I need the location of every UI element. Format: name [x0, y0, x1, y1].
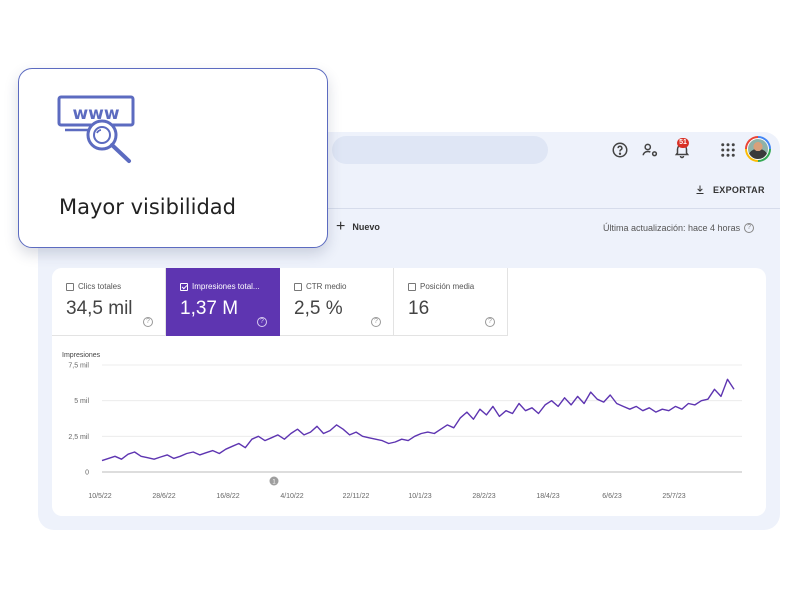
y-axis-label: Impresiones: [62, 352, 101, 359]
export-button[interactable]: EXPORTAR: [694, 182, 765, 198]
checkbox-checked-icon: [180, 282, 188, 291]
search-input[interactable]: [332, 136, 548, 164]
avatar[interactable]: [745, 136, 771, 162]
impressions-series-line: [101, 378, 735, 462]
x-tick-label: 25/7/23: [662, 493, 685, 500]
metric-label: Impresiones total...: [192, 282, 260, 291]
annotation-label: 1: [272, 480, 276, 486]
y-tick-label: 7,5 mil: [68, 363, 89, 370]
feature-card-title: Mayor visibilidad: [59, 195, 236, 219]
x-tick-label: 28/2/23: [472, 493, 495, 500]
manage-accounts-icon[interactable]: [641, 141, 659, 159]
checkbox-icon: [66, 282, 74, 291]
apps-icon[interactable]: [719, 141, 737, 159]
export-label: EXPORTAR: [713, 185, 765, 195]
y-tick-label: 5 mil: [74, 398, 89, 405]
last-update-text: Última actualización: hace 4 horas: [603, 223, 741, 233]
metric-position[interactable]: Posición media 16 ?: [394, 268, 508, 336]
x-tick-label: 18/4/23: [536, 493, 559, 500]
metric-value: 2,5 %: [294, 298, 343, 319]
metric-label-row: Clics totales: [66, 282, 121, 291]
search-console-dashboard: 51 EXPORTAR + Nuevo Última actualización…: [38, 132, 780, 530]
toolbar-divider: [328, 208, 780, 209]
x-tick-label: 22/11/22: [343, 493, 370, 500]
metric-impressions[interactable]: Impresiones total... 1,37 M ?: [166, 268, 280, 336]
feature-card: www Mayor visibilidad: [18, 68, 328, 248]
help-icon[interactable]: ?: [371, 317, 381, 327]
help-icon[interactable]: ?: [744, 223, 755, 233]
metric-label: Clics totales: [78, 282, 122, 291]
metric-ctr[interactable]: CTR medio 2,5 % ?: [280, 268, 394, 336]
notifications-badge: 51: [677, 138, 689, 148]
metric-label-row: Posición media: [408, 282, 474, 291]
metric-label: CTR medio: [306, 282, 347, 291]
svg-text:www: www: [72, 104, 119, 124]
y-tick-label: 0: [85, 470, 89, 477]
metric-label-row: CTR medio: [294, 282, 346, 291]
www-search-icon: www: [57, 95, 135, 163]
download-icon: [696, 185, 704, 194]
x-tick-label: 6/6/23: [602, 493, 622, 500]
x-tick-label: 10/5/22: [88, 493, 111, 500]
help-icon[interactable]: [611, 141, 629, 159]
x-tick-label: 16/8/22: [216, 493, 239, 500]
new-button[interactable]: + Nuevo: [336, 218, 380, 235]
checkbox-icon: [294, 282, 302, 291]
x-tick-label: 10/1/23: [408, 493, 431, 500]
help-icon[interactable]: ?: [485, 317, 495, 327]
x-tick-label: 28/6/22: [152, 493, 175, 500]
avatar-photo: [747, 138, 769, 160]
metric-value: 16: [408, 298, 430, 319]
impressions-chart: Impresiones 0 2,5 mil 5 mil 7,5 mil 10/5/22 28…: [62, 352, 742, 500]
metric-value: 34,5 mil: [66, 298, 133, 319]
new-label: Nuevo: [352, 222, 380, 232]
metric-label: Posición media: [420, 282, 475, 291]
x-tick-label: 4/10/22: [280, 493, 303, 500]
help-icon[interactable]: ?: [143, 317, 153, 327]
plus-icon: +: [336, 218, 346, 235]
metric-value: 1,37 M: [180, 298, 239, 319]
annotation-marker: [269, 476, 279, 486]
last-update: Última actualización: hace 4 horas ?: [603, 223, 755, 233]
help-icon[interactable]: ?: [257, 317, 267, 327]
metric-label-row: Impresiones total...: [180, 282, 260, 291]
metric-clicks[interactable]: Clics totales 34,5 mil ?: [52, 268, 166, 336]
y-tick-label: 2,5 mil: [68, 434, 89, 441]
checkbox-icon: [408, 282, 416, 291]
performance-panel: Clics totales 34,5 mil ? Impresiones tot…: [52, 268, 766, 516]
